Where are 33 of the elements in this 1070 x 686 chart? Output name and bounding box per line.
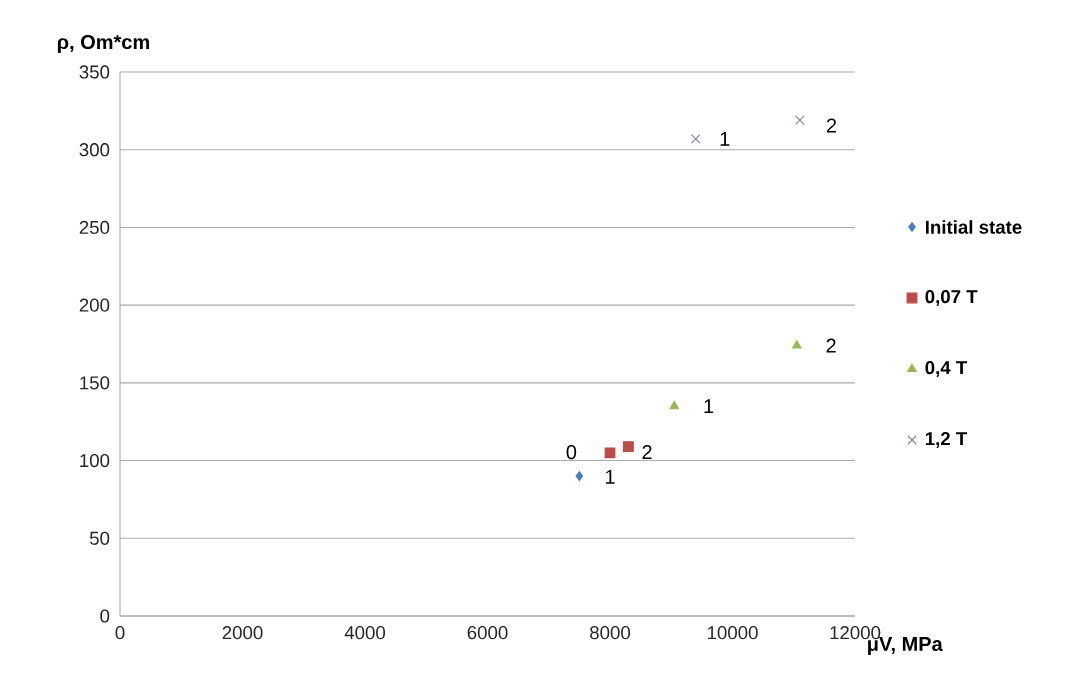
y-tick-label: 0 bbox=[100, 609, 110, 623]
y-tick-label: 350 bbox=[79, 65, 110, 79]
y-tick-label: 150 bbox=[80, 376, 110, 390]
x-tick-label: 6000 bbox=[467, 626, 508, 640]
point bbox=[575, 471, 584, 481]
legend-label: 0,4 T bbox=[925, 361, 968, 377]
point bbox=[669, 400, 680, 410]
point bbox=[795, 115, 805, 126]
legend-label: 1,2 T bbox=[925, 432, 968, 448]
point bbox=[622, 441, 634, 452]
point bbox=[604, 447, 616, 459]
y-tick-label: 100 bbox=[80, 453, 110, 468]
x-tick-label: 8000 bbox=[590, 626, 631, 640]
y-tick-label: 250 bbox=[79, 220, 110, 235]
x-tick-label: 10000 bbox=[707, 626, 758, 640]
annotation: 2 bbox=[642, 444, 652, 459]
point bbox=[792, 340, 802, 349]
annotation: 1 bbox=[704, 399, 714, 414]
x-tick-label: 2000 bbox=[222, 626, 263, 640]
x-tick-label: 4000 bbox=[344, 626, 386, 640]
annotation: 0 bbox=[566, 445, 577, 460]
legend-label: Initial state bbox=[925, 220, 1022, 234]
point bbox=[690, 133, 701, 144]
y-tick-label: 50 bbox=[89, 531, 110, 545]
x-tick-label: 0 bbox=[115, 626, 125, 640]
y-tick-label: 300 bbox=[79, 143, 110, 157]
annotation: 2 bbox=[826, 338, 836, 353]
y-tick-label: 200 bbox=[79, 298, 110, 312]
y-axis-title: ρ, Om*cm bbox=[57, 34, 149, 54]
annotation: 1 bbox=[720, 131, 730, 146]
annotation: 1 bbox=[605, 469, 615, 484]
annotation: 2 bbox=[826, 118, 837, 133]
legend-label: 0,07 T bbox=[925, 290, 978, 306]
